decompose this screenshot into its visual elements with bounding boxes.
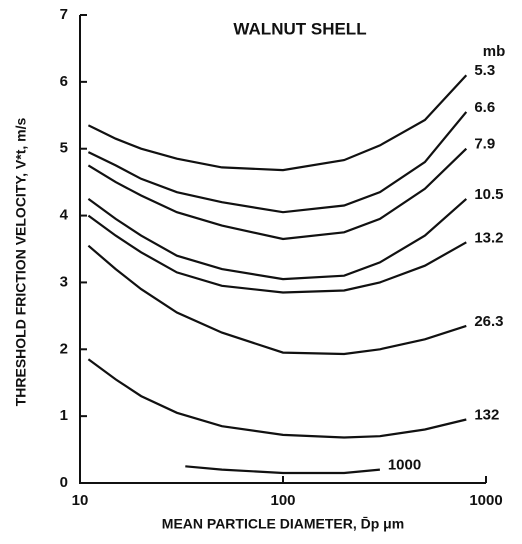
curve: [87, 214, 467, 294]
x-tick-label: 10: [72, 492, 89, 509]
y-tick-label: 5: [60, 140, 68, 157]
axes: [79, 15, 486, 484]
curve-label: 26.3: [474, 313, 503, 330]
y-tick-label: 6: [60, 73, 68, 90]
curve-label: 13.2: [474, 229, 503, 246]
curve: [87, 147, 468, 241]
chart-title: WALNUT SHELL: [233, 19, 366, 38]
x-tick-label: 100: [270, 492, 295, 509]
y-tick-label: 4: [60, 207, 69, 224]
curve-label: 10.5: [474, 186, 503, 203]
curve-label: 132: [474, 406, 499, 423]
y-tick-label: 7: [60, 6, 68, 23]
curve-label: 7.9: [474, 136, 495, 153]
y-axis-label: THRESHOLD FRICTION VELOCITY, V*t, m/s: [13, 118, 29, 407]
x-tick-label: 1000: [469, 492, 502, 509]
curve-label: 6.6: [474, 99, 495, 116]
curve: [87, 74, 468, 172]
curve: [185, 465, 381, 475]
curve: [87, 244, 467, 356]
y-tick-label: 2: [60, 340, 68, 357]
y-tick-label: 3: [60, 273, 68, 290]
curve-label: 5.3: [474, 62, 495, 79]
y-tick-label: 0: [60, 474, 68, 491]
curve: [87, 111, 468, 214]
legend-title: mb: [483, 43, 506, 60]
x-axis-label: MEAN PARTICLE DIAMETER, D̄p μm: [162, 515, 404, 532]
curve-label: 1000: [388, 457, 421, 474]
y-tick-label: 1: [60, 407, 68, 424]
curve: [87, 358, 467, 439]
curve: [87, 198, 468, 281]
